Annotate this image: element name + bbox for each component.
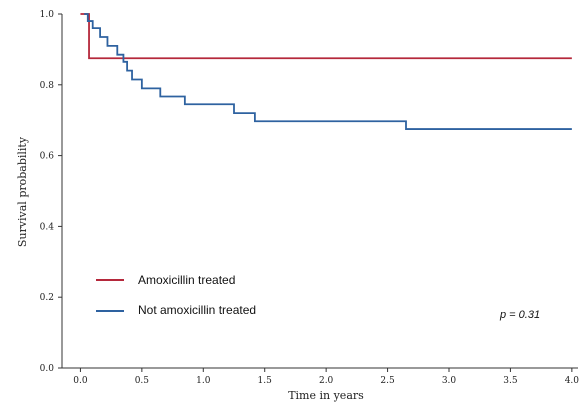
p-value-annotation: p = 0.31 bbox=[499, 309, 540, 321]
series-layer bbox=[80, 13, 572, 130]
x-tick-label: 0.0 bbox=[73, 376, 88, 386]
y-tick-label: 0.8 bbox=[40, 81, 55, 91]
y-tick-label: 0.6 bbox=[40, 152, 55, 162]
y-tick-label: 0.4 bbox=[40, 222, 55, 232]
survival-curve-amoxicillin bbox=[80, 13, 572, 60]
legend-label-not-amoxicillin: Not amoxicillin treated bbox=[138, 303, 256, 317]
x-tick-label: 3.5 bbox=[503, 376, 518, 386]
y-tick-label: 0.0 bbox=[40, 364, 55, 374]
x-tick-label: 3.0 bbox=[442, 376, 457, 386]
y-axis-title: Survival probability bbox=[16, 136, 29, 247]
axes: 0.0 0.5 1.0 1.5 2.0 2.5 3.0 3.5 4.0 0.0 0.2 0.4 0.6… bbox=[40, 10, 580, 386]
x-tick-label: 0.5 bbox=[135, 376, 150, 386]
y-ticks: 0.0 0.2 0.4 0.6 0.8 1.0 bbox=[40, 10, 62, 374]
legend-label-amoxicillin: Amoxicillin treated bbox=[138, 273, 235, 287]
legend: Amoxicillin treated Not amoxicillin trea… bbox=[96, 273, 256, 317]
x-tick-label: 1.5 bbox=[258, 376, 273, 386]
x-tick-label: 2.0 bbox=[319, 376, 334, 386]
y-tick-label: 1.0 bbox=[40, 10, 55, 20]
x-tick-label: 4.0 bbox=[565, 376, 580, 386]
y-tick-label: 0.2 bbox=[40, 293, 54, 303]
survival-curve-not-amoxicillin bbox=[84, 13, 572, 130]
x-tick-label: 2.5 bbox=[380, 376, 395, 386]
x-axis-title: Time in years bbox=[288, 389, 364, 402]
x-tick-label: 1.0 bbox=[196, 376, 211, 386]
x-ticks: 0.0 0.5 1.0 1.5 2.0 2.5 3.0 3.5 4.0 bbox=[73, 368, 579, 386]
